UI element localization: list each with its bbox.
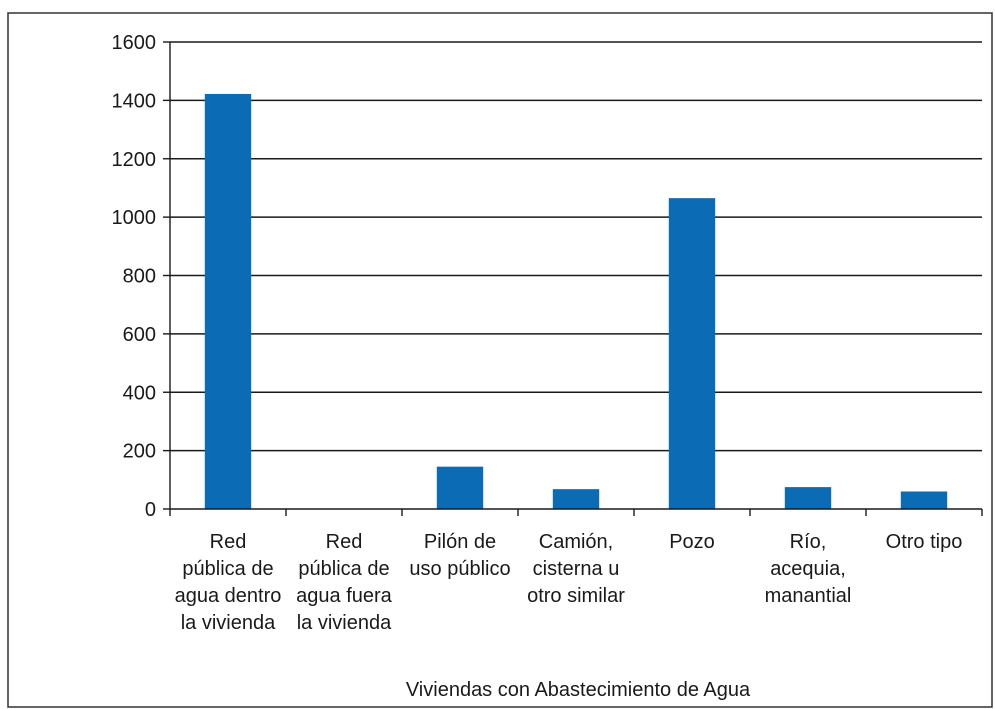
x-category-label-line: Red xyxy=(210,531,247,553)
x-category-label-line: cisterna u xyxy=(533,558,620,580)
x-category-label-line: Camión, xyxy=(539,531,613,553)
x-category-label: Camión, cisterna u otro similar xyxy=(527,531,625,607)
y-tick-label: 1200 xyxy=(112,149,157,171)
x-category-label: Red pública de agua fuera la vivienda xyxy=(296,531,393,634)
x-category-label-line: pública de xyxy=(298,558,389,580)
bar xyxy=(668,198,716,509)
y-tick-label: 800 xyxy=(123,266,156,288)
x-axis-categories: Red pública de agua dentro la vivienda Red pú… xyxy=(175,531,963,634)
y-tick-label: 600 xyxy=(123,324,156,346)
axes xyxy=(169,42,983,516)
x-category-label-line: la vivienda xyxy=(181,612,276,634)
x-category-label-line: Pilón de xyxy=(424,531,496,553)
x-axis-title: Viviendas con Abastecimiento de Agua xyxy=(406,679,751,701)
x-category-label-line: uso público xyxy=(409,558,510,580)
y-tick-label: 1600 xyxy=(112,32,157,54)
bar xyxy=(436,466,484,509)
y-tick-label: 1000 xyxy=(112,207,157,229)
bar xyxy=(784,487,832,509)
y-tick-label: 0 xyxy=(145,499,156,521)
y-tick-label: 200 xyxy=(123,441,156,463)
x-category-label-line: acequia, xyxy=(770,558,846,580)
x-category-label-line: agua fuera xyxy=(296,585,393,607)
x-category-label-line: Pozo xyxy=(669,531,715,553)
x-category-label-line: la vivienda xyxy=(297,612,392,634)
x-category-label: Río, acequia, manantial xyxy=(765,531,852,607)
y-tick-label: 400 xyxy=(123,382,156,404)
bar xyxy=(552,489,600,509)
x-category-label: Pozo xyxy=(669,531,715,553)
x-category-label-line: Red xyxy=(326,531,363,553)
x-category-label: Red pública de agua dentro la vivienda xyxy=(175,531,282,634)
chart-border xyxy=(7,12,993,708)
bar xyxy=(900,491,948,509)
x-category-label-line: Otro tipo xyxy=(886,531,963,553)
x-category-label: Otro tipo xyxy=(886,531,963,553)
x-category-label: Pilón de uso público xyxy=(409,531,510,580)
x-category-label-line: pública de xyxy=(182,558,273,580)
x-category-label-line: manantial xyxy=(765,585,852,607)
x-category-label-line: Río, xyxy=(790,531,827,553)
y-tick-label: 1400 xyxy=(112,90,157,112)
y-axis-ticks: 0 200 400 600 800 1000 1200 1400 1600 xyxy=(112,32,170,521)
bar xyxy=(204,93,252,510)
bars xyxy=(204,93,948,510)
x-category-label-line: otro similar xyxy=(527,585,625,607)
x-category-label-line: agua dentro xyxy=(175,585,282,607)
gridlines xyxy=(170,41,982,452)
